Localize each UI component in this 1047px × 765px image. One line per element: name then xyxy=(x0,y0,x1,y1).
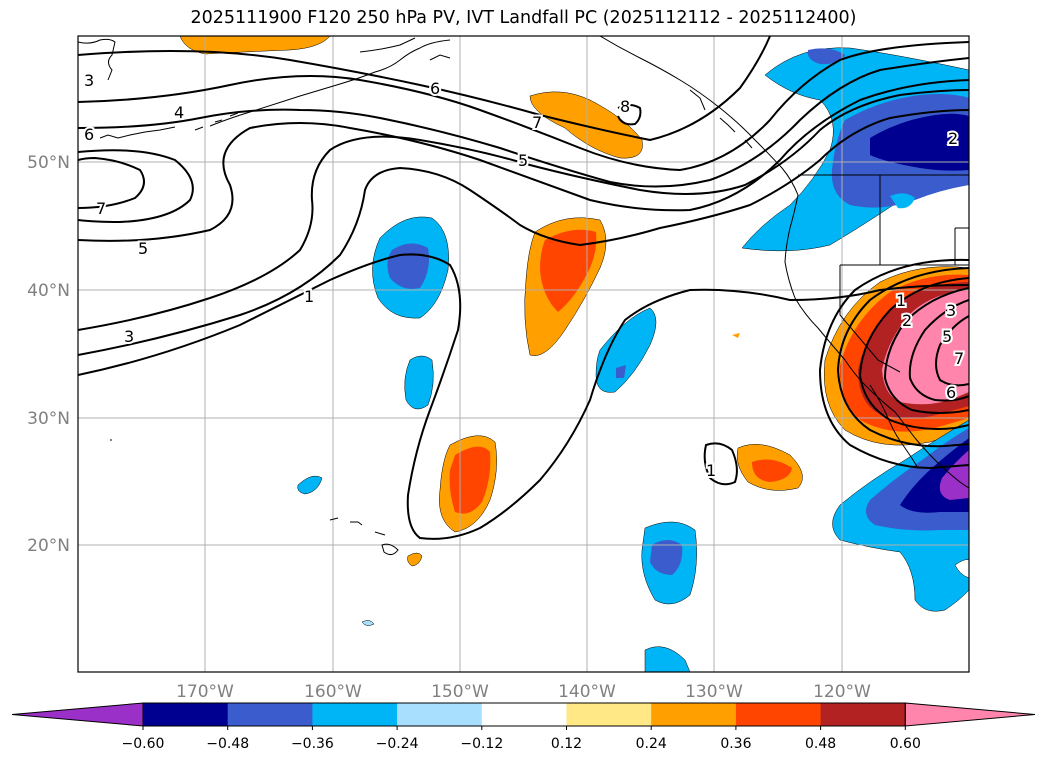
contour-label: 1 xyxy=(706,461,716,480)
latitude-labels: 50°N 40°N 30°N 20°N xyxy=(27,153,70,556)
colorbar-tick-label: 0.60 xyxy=(890,736,921,752)
colorbar-tick-label: −0.12 xyxy=(460,736,503,752)
pv-positive-region xyxy=(179,36,331,55)
lon-label: 120°W xyxy=(813,682,871,702)
pv-positive-region xyxy=(529,91,643,159)
lon-label: 170°W xyxy=(176,682,234,702)
pv-negative-region xyxy=(807,48,845,65)
contour-label: 3 xyxy=(124,327,134,346)
contour-label: 5 xyxy=(942,327,952,346)
lat-label: 20°N xyxy=(27,536,70,556)
pv-negative-region xyxy=(644,646,691,672)
contour-label: 7 xyxy=(954,349,964,368)
pv-positive-region xyxy=(732,333,740,338)
lon-label: 150°W xyxy=(431,682,489,702)
contour-label: 6 xyxy=(84,125,94,144)
longitude-labels: 170°W 160°W 150°W 140°W 130°W 120°W xyxy=(176,682,871,702)
colorbar-swatch xyxy=(481,703,567,726)
colorbar-tick-label: 0.12 xyxy=(551,736,582,752)
contour-label: 6 xyxy=(430,79,440,98)
contour-labels: 3 4 6 7 5 3 1 6 7 5 8 2 1 1 2 3 5 7 6 xyxy=(82,69,966,482)
colorbar-tick-label: 0.48 xyxy=(805,736,836,752)
contour-label: 2 xyxy=(948,129,958,148)
colorbar-tick-label: −0.60 xyxy=(122,736,165,752)
pv-positive-core xyxy=(540,229,597,312)
lat-label: 30°N xyxy=(27,409,70,429)
pv-positive-core xyxy=(752,459,792,482)
chart-title: 2025111900 F120 250 hPa PV, IVT Landfall… xyxy=(190,8,857,28)
colorbar-swatch xyxy=(566,703,652,726)
contour-label: 7 xyxy=(96,199,106,218)
pv-negative-core xyxy=(870,113,969,171)
colorbar-tick-label: 0.36 xyxy=(720,736,751,752)
contour-label: 7 xyxy=(532,113,542,132)
ivt-contours xyxy=(78,36,969,540)
colorbar-tick-label: −0.48 xyxy=(206,736,249,752)
pv-negative-region xyxy=(297,475,323,495)
lat-label: 50°N xyxy=(27,153,70,173)
contour-label: 1 xyxy=(304,287,314,306)
pv-negative-region xyxy=(361,620,375,626)
lat-label: 40°N xyxy=(27,281,70,301)
pv-negative-core xyxy=(650,540,683,575)
colorbar-swatch xyxy=(904,702,1036,727)
lon-label: 130°W xyxy=(685,682,743,702)
gridlines xyxy=(78,36,969,672)
contour-label: 2 xyxy=(902,311,912,330)
contour-label: 5 xyxy=(518,151,528,170)
pv-negative-core xyxy=(616,365,626,378)
colorbar: −0.60 −0.48 −0.36 −0.24 −0.12 0.12 0.24 0.36 0.4… xyxy=(11,702,1036,752)
colorbar-tick-label: −0.36 xyxy=(291,736,334,752)
colorbar-swatch xyxy=(397,703,483,726)
colorbar-swatch xyxy=(227,703,313,726)
pv-negative-region xyxy=(954,559,969,579)
contour-label: 8 xyxy=(620,97,630,116)
pv-negative-region xyxy=(404,355,434,410)
colorbar-swatch xyxy=(312,703,398,726)
contour-label: 3 xyxy=(84,71,94,90)
colorbar-swatch xyxy=(143,703,229,726)
colorbar-swatch xyxy=(11,702,144,727)
colorbar-swatch xyxy=(735,703,822,726)
pv-negative-core xyxy=(939,450,969,500)
contour-label: 5 xyxy=(138,239,148,258)
colorbar-outline xyxy=(142,702,906,727)
pv-negative-region xyxy=(890,193,915,209)
colorbar-tick-label: 0.24 xyxy=(636,736,667,752)
contour-label: 3 xyxy=(946,301,956,320)
colorbar-tick-label: −0.24 xyxy=(376,736,419,752)
map-frame xyxy=(77,35,970,673)
lon-label: 160°W xyxy=(304,682,362,702)
pv-negative-region xyxy=(595,307,657,393)
map-plot-area: 3 4 6 7 5 3 1 6 7 5 8 2 1 1 2 3 5 7 6 xyxy=(78,36,969,672)
pv-positive-max xyxy=(882,290,969,405)
pv-positive-region xyxy=(407,552,423,567)
lon-label: 140°W xyxy=(558,682,616,702)
contour-label: 4 xyxy=(174,103,184,122)
colorbar-swatch xyxy=(820,703,906,726)
colorbar-swatch xyxy=(651,703,737,726)
contour-label: 6 xyxy=(946,383,956,402)
contour-label: 1 xyxy=(896,291,906,310)
